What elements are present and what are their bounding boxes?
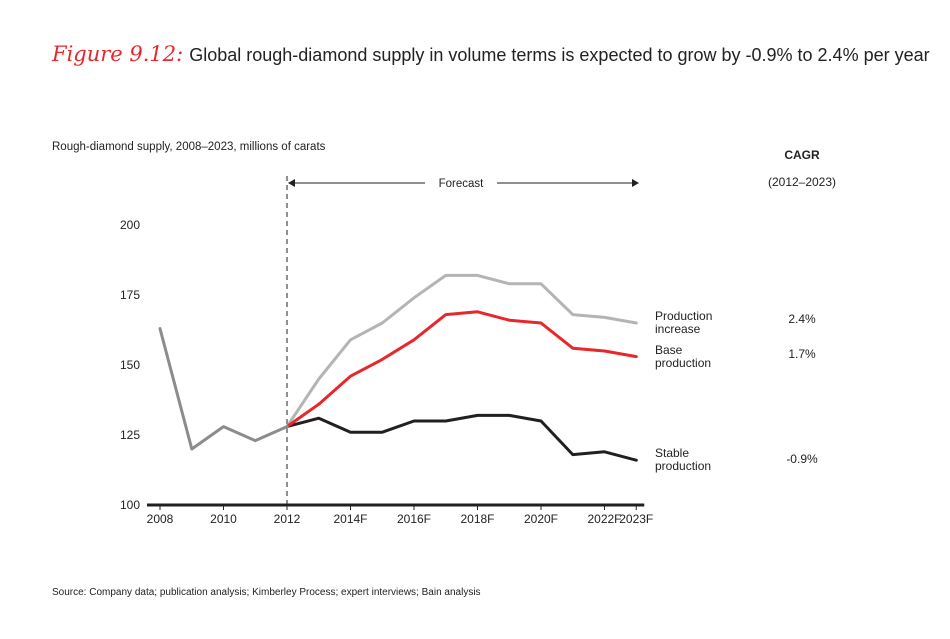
series-line-base-production bbox=[285, 310, 638, 429]
figure-title-text: Global rough-diamond supply in volume te… bbox=[189, 45, 930, 65]
x-axis: 2008 2010 2012 2014F 2016F 2018F 2020F 2022F202… bbox=[147, 503, 653, 526]
forecast-arrowhead-right bbox=[632, 179, 639, 187]
forecast-arrowhead-left bbox=[288, 179, 295, 187]
x-tick-label: 2012 bbox=[274, 512, 301, 526]
series-label-line: production bbox=[655, 356, 711, 370]
series-line-historical bbox=[158, 327, 289, 451]
figure-title: Figure 9.12: Global rough-diamond supply … bbox=[52, 42, 930, 66]
series-label-line: Base bbox=[655, 343, 683, 357]
series-label-stable-production: Stable production bbox=[655, 446, 711, 473]
source-note: Source: Company data; publication analys… bbox=[52, 587, 481, 598]
cagr-production-increase: 2.4% bbox=[788, 312, 816, 326]
series-lines bbox=[158, 273, 638, 462]
x-tick-label: 2023F bbox=[619, 512, 653, 526]
series-line-production-increase bbox=[285, 273, 638, 429]
y-tick-label: 200 bbox=[120, 218, 140, 232]
y-tick-label: 125 bbox=[120, 428, 140, 442]
series-label-line: production bbox=[655, 459, 711, 473]
series-line-stable-production bbox=[285, 413, 638, 462]
figure-label: Figure 9.12: bbox=[52, 42, 184, 66]
x-tick-label: 2020F bbox=[524, 512, 558, 526]
y-tick-label: 150 bbox=[120, 358, 140, 372]
series-label-production-increase: Production increase bbox=[655, 309, 712, 336]
y-tick-label: 100 bbox=[120, 498, 140, 512]
x-tick-label: 2018F bbox=[460, 512, 494, 526]
cagr-base-production: 1.7% bbox=[788, 347, 816, 361]
cagr-period: (2012–2023) bbox=[767, 175, 837, 189]
series-label-line: Production bbox=[655, 309, 712, 323]
x-tick-label: 2016F bbox=[397, 512, 431, 526]
x-tick-label: 2022F bbox=[587, 512, 621, 526]
series-label-line: increase bbox=[655, 322, 701, 336]
forecast-label: Forecast bbox=[439, 178, 485, 190]
series-label-base-production: Base production bbox=[655, 343, 711, 370]
x-tick-label: 2010 bbox=[210, 512, 237, 526]
forecast-annotation: Forecast bbox=[286, 176, 639, 505]
series-label-line: Stable bbox=[655, 446, 689, 460]
x-tick-label: 2014F bbox=[333, 512, 367, 526]
chart-subtitle: Rough-diamond supply, 2008–2023, million… bbox=[52, 141, 326, 153]
cagr-header: CAGR bbox=[784, 148, 820, 162]
cagr-stable-production: -0.9% bbox=[786, 452, 818, 466]
y-tick-label: 175 bbox=[120, 288, 140, 302]
x-tick-label: 2008 bbox=[147, 512, 174, 526]
y-axis-ticks: 100 125 150 175 200 bbox=[120, 218, 140, 512]
